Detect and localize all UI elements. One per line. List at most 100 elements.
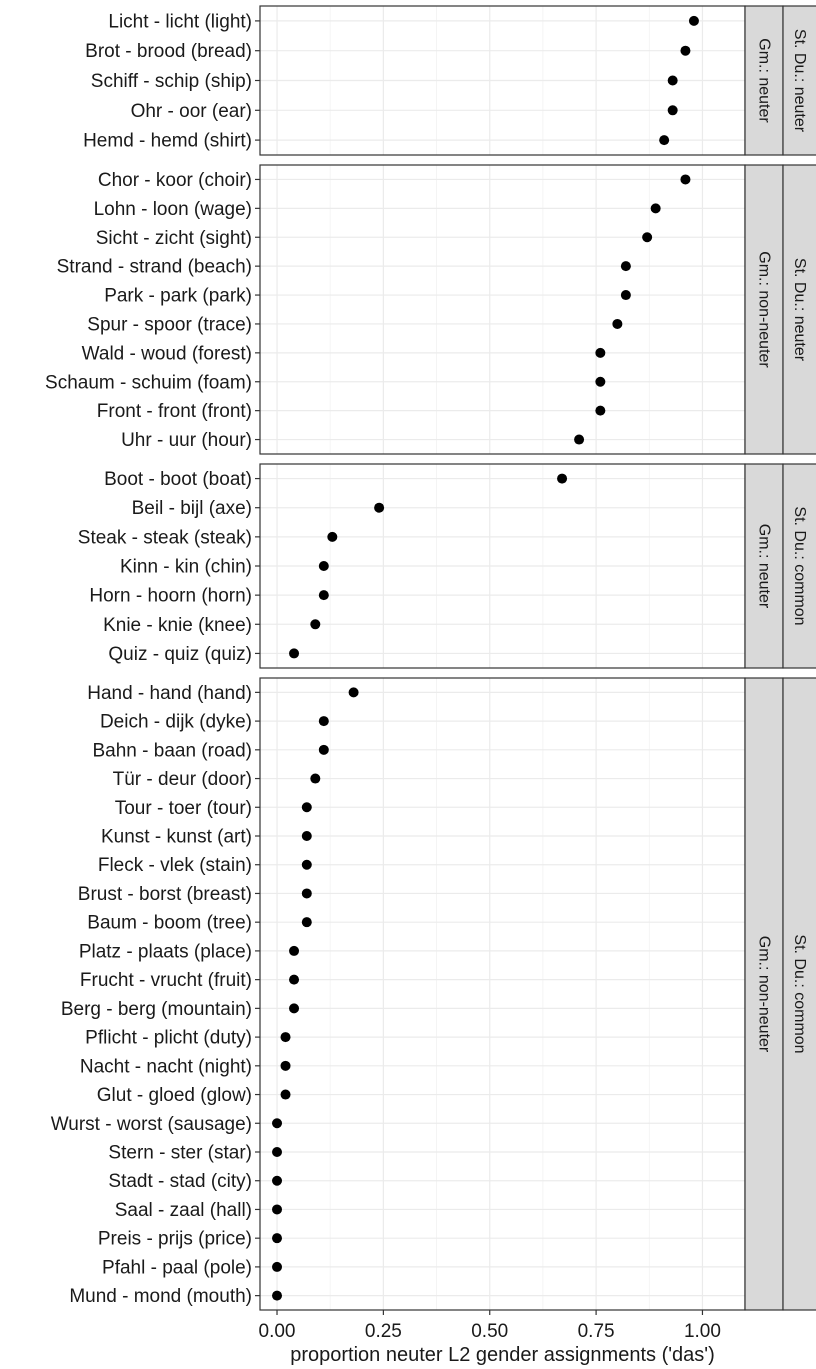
strip-label-gm: Gm.: neuter	[756, 38, 773, 123]
data-point	[301, 831, 312, 841]
strip-label-gm: Gm.: neuter	[756, 524, 773, 609]
category-label: Lohn - loon (wage)	[94, 199, 252, 220]
category-label: Platz - plaats (place)	[79, 941, 252, 962]
category-label: Deich - dijk (dyke)	[100, 712, 252, 733]
strip-label-du: St. Du.: common	[791, 506, 808, 625]
strip-label-gm: Gm.: non-neuter	[756, 251, 773, 368]
category-label: Uhr - uur (hour)	[121, 430, 252, 451]
strip-label-du: St. Du.: common	[791, 934, 808, 1053]
data-point	[327, 531, 338, 542]
panel-background	[260, 165, 745, 454]
category-label: Fleck - vlek (stain)	[98, 855, 252, 876]
category-label: Pfahl - paal (pole)	[102, 1257, 252, 1278]
data-point	[289, 945, 300, 956]
data-point	[272, 1147, 283, 1157]
strip-label-gm: Gm.: non-neuter	[756, 936, 773, 1053]
category-label: Quiz - quiz (quiz)	[108, 644, 252, 665]
category-label: Baum - boom (tree)	[87, 913, 252, 934]
strip-gm	[744, 463, 784, 669]
data-point	[612, 318, 623, 329]
data-point	[289, 974, 300, 985]
category-label: Preis - prijs (price)	[98, 1229, 252, 1250]
data-point	[301, 802, 312, 813]
category-label: Beil - bijl (axe)	[132, 498, 252, 519]
panel-4: Hand - hand (hand) Deich - dijk (dyke) Bah…	[51, 677, 816, 1311]
x-axis-title: proportion neuter L2 gender assignments …	[290, 1344, 715, 1366]
strip-label-du: St. Du.: neuter	[791, 258, 808, 362]
category-label: Schaum - schuim (foam)	[45, 372, 252, 393]
strip-label-du: St. Du.: neuter	[791, 29, 808, 133]
category-label: Berg - berg (mountain)	[61, 999, 252, 1020]
category-label: Wurst - worst (sausage)	[51, 1114, 252, 1135]
data-point	[595, 405, 606, 416]
data-point	[659, 135, 670, 146]
x-tick-label: 0.25	[365, 1321, 402, 1342]
panel-2: Chor - koor (choir) Lohn - loon (wage) Sic…	[45, 164, 816, 455]
category-label: Brot - brood (bread)	[85, 41, 252, 62]
strip-gm	[744, 677, 784, 1311]
data-point	[667, 75, 678, 86]
data-point	[620, 290, 631, 301]
data-point	[272, 1290, 283, 1301]
data-point	[301, 859, 312, 870]
data-point	[280, 1089, 291, 1100]
category-label: Wald - woud (forest)	[82, 343, 252, 364]
category-label: Horn - hoorn (horn)	[89, 586, 252, 607]
data-point	[289, 648, 300, 659]
data-point	[650, 203, 661, 214]
data-point	[280, 1032, 291, 1043]
category-label: Licht - licht (light)	[108, 11, 252, 32]
data-point	[620, 261, 631, 272]
category-label: Saal - zaal (hall)	[115, 1200, 252, 1221]
category-label: Pflicht - plicht (duty)	[85, 1028, 252, 1049]
data-point	[318, 744, 329, 755]
data-point	[348, 687, 359, 698]
category-label: Knie - knie (knee)	[103, 615, 252, 636]
x-tick-label: 0.75	[578, 1321, 615, 1342]
data-point	[310, 773, 321, 784]
data-point	[595, 376, 606, 387]
data-point	[688, 15, 699, 26]
category-label: Strand - strand (beach)	[57, 257, 252, 278]
x-tick-label: 1.00	[684, 1321, 721, 1342]
strip-du	[782, 164, 816, 455]
category-label: Glut - gloed (glow)	[97, 1085, 252, 1106]
data-point	[680, 45, 691, 56]
data-point	[557, 473, 568, 484]
category-label: Boot - boot (boat)	[104, 469, 252, 490]
category-label: Frucht - vrucht (fruit)	[80, 970, 252, 991]
category-label: Steak - steak (steak)	[78, 527, 252, 548]
category-label: Mund - mond (mouth)	[69, 1286, 252, 1307]
data-point	[318, 716, 329, 727]
category-label: Hemd - hemd (shirt)	[83, 131, 252, 152]
data-point	[301, 888, 312, 899]
data-point	[272, 1175, 283, 1186]
strip-du	[782, 463, 816, 669]
strip-gm	[744, 5, 784, 156]
data-point	[272, 1261, 283, 1272]
data-point	[667, 105, 678, 116]
category-label: Chor - koor (choir)	[98, 170, 252, 191]
x-tick-label: 0.50	[471, 1321, 508, 1342]
category-label: Brust - borst (breast)	[78, 884, 252, 905]
category-label: Sicht - zicht (sight)	[96, 228, 252, 249]
data-point	[595, 347, 606, 358]
category-label: Schiff - schip (ship)	[91, 71, 252, 92]
data-point	[272, 1233, 283, 1244]
category-label: Park - park (park)	[104, 286, 252, 307]
data-point	[310, 619, 321, 630]
data-point	[642, 232, 653, 243]
data-point	[301, 917, 312, 928]
category-label: Spur - spoor (trace)	[87, 314, 252, 335]
data-point	[272, 1118, 283, 1129]
data-point	[272, 1204, 283, 1215]
category-label: Bahn - baan (road)	[93, 740, 253, 761]
category-label: Hand - hand (hand)	[87, 683, 252, 704]
data-point	[318, 561, 329, 571]
panel-3: Boot - boot (boat) Beil - bijl (axe) Steak…	[78, 463, 816, 669]
category-label: Ohr - oor (ear)	[131, 101, 252, 122]
category-label: Nacht - nacht (night)	[80, 1056, 252, 1077]
data-point	[318, 590, 329, 601]
category-label: Tür - deur (door)	[113, 769, 252, 790]
